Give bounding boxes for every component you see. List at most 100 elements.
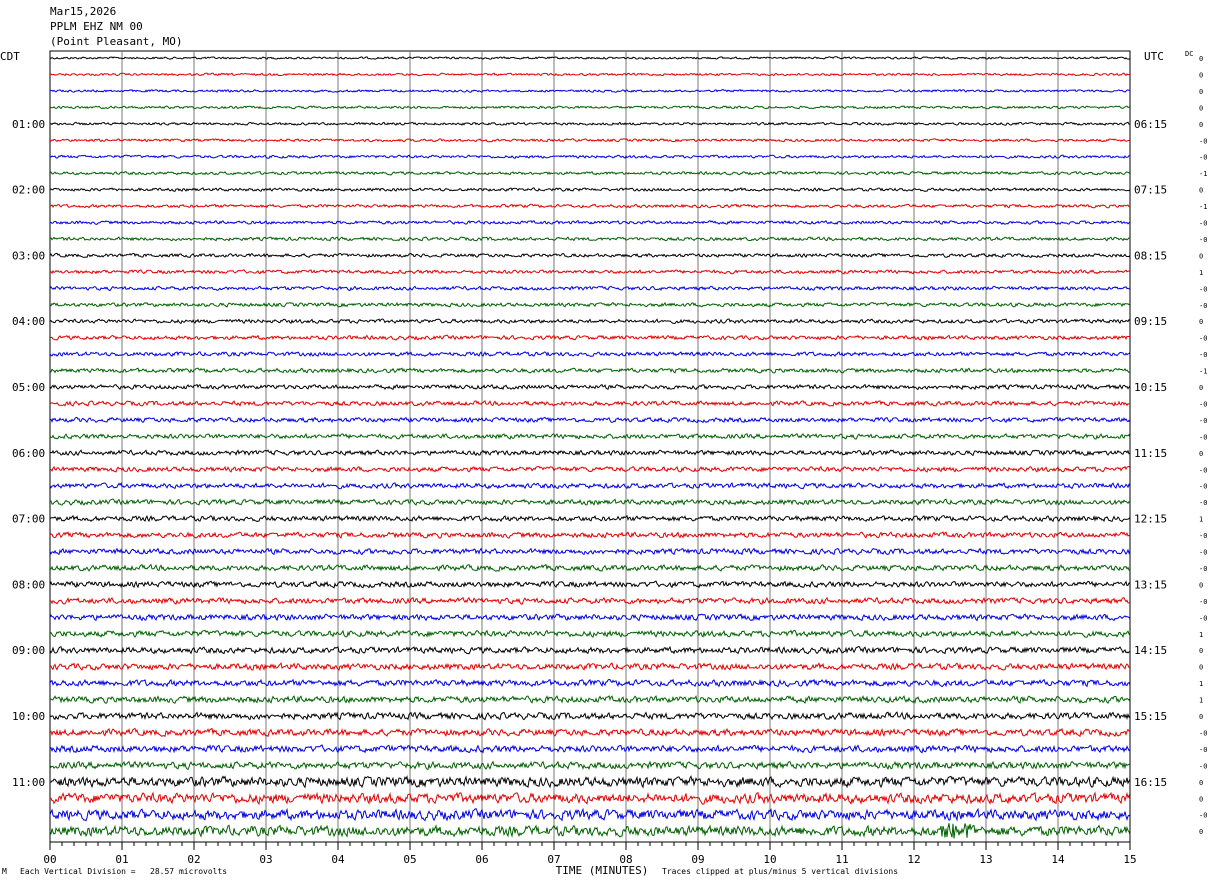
plot-frame: [49, 50, 1131, 843]
left-timezone-label: CDT: [0, 50, 20, 63]
seismic-trace: [49, 760, 1131, 771]
dc-offset-label: -0: [1199, 762, 1207, 770]
seismic-trace: [49, 416, 1131, 424]
right-hour-label: 12:15: [1134, 513, 1167, 526]
dc-offset-label: -0: [1199, 433, 1207, 441]
x-tick-label: 11: [835, 853, 848, 866]
seismic-trace: [49, 121, 1131, 126]
dc-offset-label: -0: [1199, 614, 1207, 622]
left-hour-label: 09:00: [12, 644, 45, 657]
seismic-trace: [49, 301, 1131, 308]
dc-offset-label: -0: [1199, 729, 1207, 737]
left-hour-label: 08:00: [12, 578, 45, 591]
dc-offset-label: 0: [1199, 384, 1203, 392]
seismic-trace: [49, 678, 1131, 688]
dc-offset-label: 1: [1199, 680, 1203, 688]
seismic-trace: [49, 252, 1131, 259]
x-tick-label: 13: [979, 853, 992, 866]
x-tick-label: 07: [547, 853, 560, 866]
x-tick-label: 15: [1123, 853, 1136, 866]
seismic-trace: [49, 465, 1131, 473]
left-hour-label: 03:00: [12, 249, 45, 262]
dc-offset-label: -0: [1199, 400, 1207, 408]
right-hour-label: 15:15: [1134, 710, 1167, 723]
seismic-trace: [49, 367, 1131, 374]
dc-offset-label: -0: [1199, 549, 1207, 557]
dc-offset-label: -0: [1199, 598, 1207, 606]
right-hour-label: 06:15: [1134, 118, 1167, 131]
seismic-trace: [49, 203, 1131, 209]
right-hour-label: 16:15: [1134, 776, 1167, 789]
seismic-trace: [49, 138, 1131, 143]
seismic-trace: [49, 56, 1131, 60]
seismic-trace: [49, 629, 1131, 638]
dc-offset-label: -0: [1199, 565, 1207, 573]
x-tick-label: 09: [691, 853, 704, 866]
seismic-trace: [49, 105, 1131, 110]
dc-offset-label: 0: [1199, 104, 1203, 112]
x-tick-label: 03: [259, 853, 272, 866]
dc-offset-label: 0: [1199, 647, 1203, 655]
dc-offset-label: 0: [1199, 664, 1203, 672]
x-tick-label: 05: [403, 853, 416, 866]
left-hour-label: 06:00: [12, 447, 45, 460]
seismic-trace: [49, 220, 1131, 225]
dc-offset-label: 0: [1199, 121, 1203, 129]
dc-offset-label: -0: [1199, 812, 1207, 820]
dc-offset-label: 1: [1199, 697, 1203, 705]
dc-offset-label: -1: [1199, 170, 1207, 178]
scale-note: Each Vertical Division = 28.57 microvolt…: [20, 867, 228, 876]
dc-header: DC: [1185, 50, 1193, 58]
seismic-trace: [49, 744, 1131, 754]
dc-offset-label: -0: [1199, 532, 1207, 540]
x-tick-label: 00: [43, 853, 56, 866]
dc-offset-label: 0: [1199, 828, 1203, 836]
seismic-trace: [49, 170, 1131, 176]
seismic-trace: [49, 580, 1131, 589]
right-hour-label: 07:15: [1134, 184, 1167, 197]
x-tick-label: 04: [331, 853, 345, 866]
left-hour-label: 05:00: [12, 381, 45, 394]
seismic-trace: [49, 154, 1131, 159]
x-tick-label: 14: [1051, 853, 1065, 866]
seismic-trace: [49, 695, 1131, 704]
seismic-trace: [49, 498, 1131, 506]
seismic-trace: [49, 563, 1131, 572]
seismic-trace: [49, 433, 1131, 440]
corner-mark: M: [2, 867, 7, 876]
dc-offset-label: -1: [1199, 203, 1207, 211]
dc-offset-label: 0: [1199, 55, 1203, 63]
dc-offset-label: -0: [1199, 302, 1207, 310]
dc-offset-label: -0: [1199, 499, 1207, 507]
seismic-trace: [50, 791, 1131, 806]
x-tick-label: 01: [115, 853, 128, 866]
dc-offset-label: 0: [1199, 88, 1203, 96]
right-hour-label: 14:15: [1134, 644, 1167, 657]
dc-offset-label: -0: [1199, 351, 1207, 359]
seismic-trace: [49, 449, 1131, 457]
seismic-trace: [49, 711, 1131, 721]
dc-offset-label: -0: [1199, 137, 1207, 145]
seismic-trace: [49, 285, 1131, 292]
x-axis-title: TIME (MINUTES): [556, 864, 649, 877]
seismic-trace: [49, 645, 1131, 655]
dc-offset-label: 0: [1199, 581, 1203, 589]
dc-offset-label: 1: [1199, 631, 1203, 639]
dc-offset-label: 0: [1199, 71, 1203, 79]
dc-offset-label: -0: [1199, 236, 1207, 244]
dc-offset-label: 0: [1199, 318, 1203, 326]
right-hour-label: 10:15: [1134, 381, 1167, 394]
right-hour-label: 08:15: [1134, 249, 1167, 262]
dc-offset-label: 1: [1199, 516, 1203, 524]
seismic-trace: [49, 613, 1131, 622]
dc-offset-label: -0: [1199, 220, 1207, 228]
seismic-trace: [49, 72, 1131, 77]
seismic-trace: [49, 727, 1131, 738]
seismic-trace: [49, 514, 1131, 523]
seismic-trace: [49, 596, 1131, 605]
right-hour-label: 11:15: [1134, 447, 1167, 460]
seismic-trace: [49, 547, 1131, 556]
seismic-trace: [49, 334, 1131, 341]
right-timezone-label: UTC: [1144, 50, 1164, 63]
dc-offset-label: 0: [1199, 450, 1203, 458]
